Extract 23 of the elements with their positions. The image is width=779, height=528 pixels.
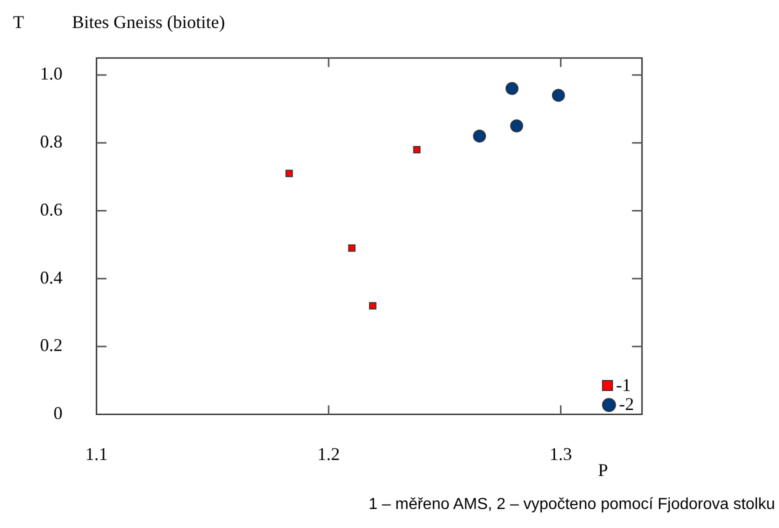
point xyxy=(510,119,524,132)
y-tick-label: 0.6 xyxy=(40,199,62,220)
x-axis-title: P xyxy=(598,460,608,481)
legend-label: -2 xyxy=(619,394,634,414)
point xyxy=(506,82,519,96)
x-tick-label: 1.1 xyxy=(85,444,108,464)
legend-label: -1 xyxy=(616,375,631,395)
text: 1 – měřeno AMS, 2 – vypočteno pomocí Fjodorova stolku xyxy=(368,496,775,514)
y-tick-label: 0.4 xyxy=(40,267,62,288)
point xyxy=(552,88,565,102)
point xyxy=(473,130,486,143)
point xyxy=(369,302,376,310)
point xyxy=(413,146,421,154)
y-tick-label: 0 xyxy=(54,403,62,424)
y-axis-title: T xyxy=(13,12,24,33)
y-tick-label: 0.8 xyxy=(40,132,62,152)
x-tick-label: 1.2 xyxy=(317,444,340,464)
point xyxy=(285,170,293,178)
point xyxy=(348,244,356,252)
x-tick-label: 1.3 xyxy=(550,444,572,464)
y-tick-label: 0.2 xyxy=(40,335,62,356)
chart-title: Bites Gneiss (biotite) xyxy=(72,12,225,33)
y-tick-label: 1.0 xyxy=(40,64,62,84)
